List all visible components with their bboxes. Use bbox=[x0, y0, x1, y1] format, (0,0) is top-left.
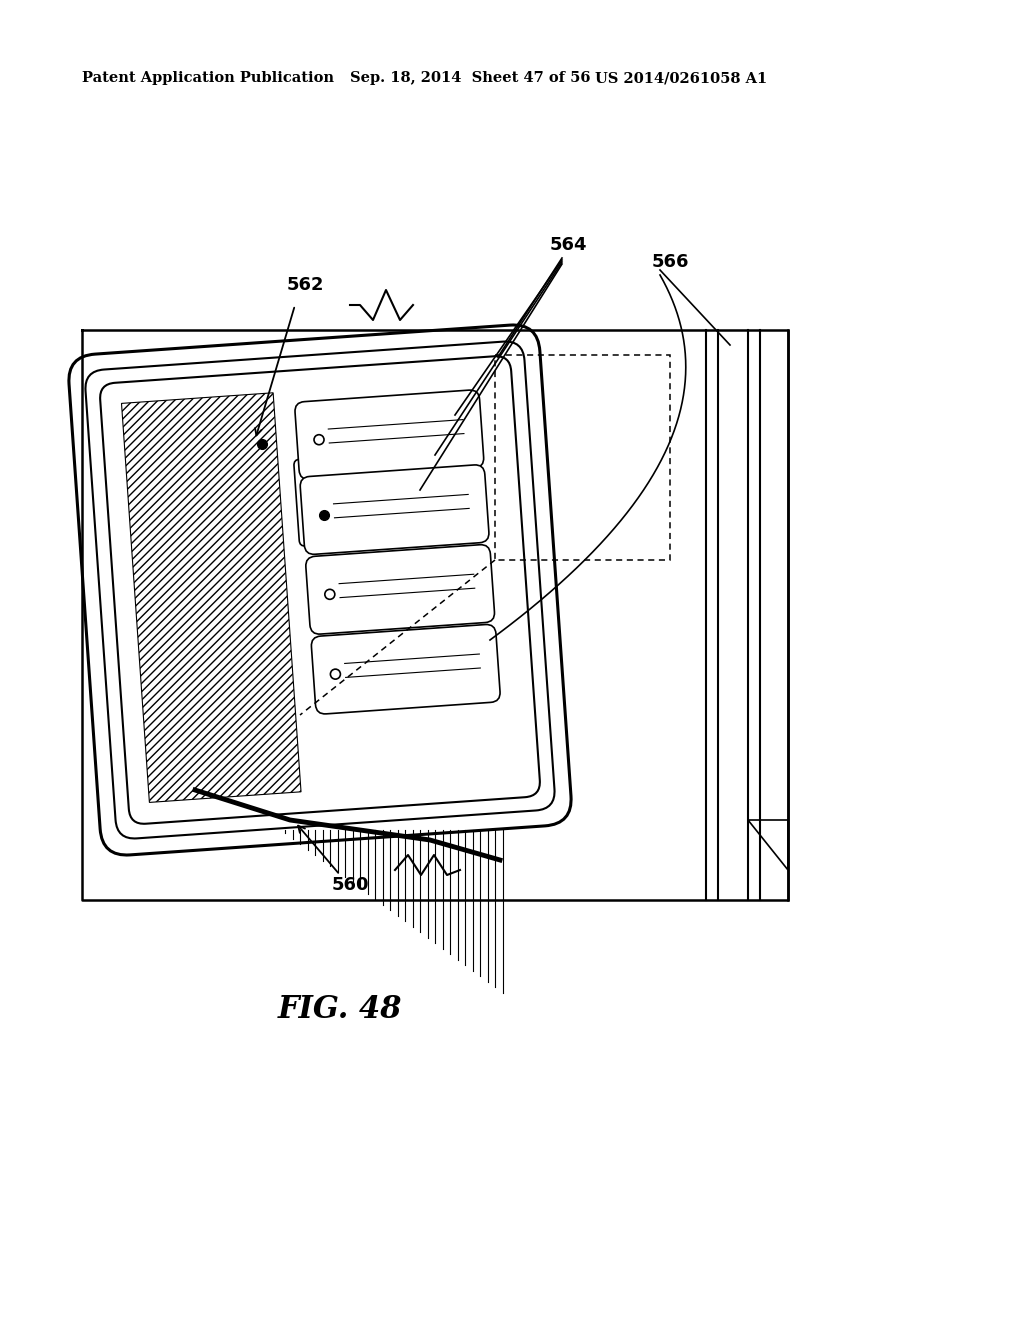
Text: Patent Application Publication: Patent Application Publication bbox=[82, 71, 334, 84]
FancyBboxPatch shape bbox=[294, 454, 386, 546]
FancyBboxPatch shape bbox=[311, 624, 500, 714]
Text: 566: 566 bbox=[651, 253, 689, 271]
Text: 560: 560 bbox=[331, 876, 369, 894]
Text: 562: 562 bbox=[287, 276, 324, 294]
FancyBboxPatch shape bbox=[69, 325, 571, 855]
Bar bbox=[495, 355, 670, 560]
FancyBboxPatch shape bbox=[85, 342, 555, 838]
FancyBboxPatch shape bbox=[300, 465, 488, 554]
FancyBboxPatch shape bbox=[100, 356, 540, 824]
Text: Sep. 18, 2014  Sheet 47 of 56: Sep. 18, 2014 Sheet 47 of 56 bbox=[350, 71, 591, 84]
FancyBboxPatch shape bbox=[306, 545, 495, 634]
Text: 564: 564 bbox=[549, 236, 587, 253]
FancyBboxPatch shape bbox=[295, 391, 483, 479]
Text: FIG. 48: FIG. 48 bbox=[278, 994, 402, 1026]
Polygon shape bbox=[122, 393, 301, 803]
Polygon shape bbox=[748, 820, 788, 870]
Text: US 2014/0261058 A1: US 2014/0261058 A1 bbox=[595, 71, 767, 84]
